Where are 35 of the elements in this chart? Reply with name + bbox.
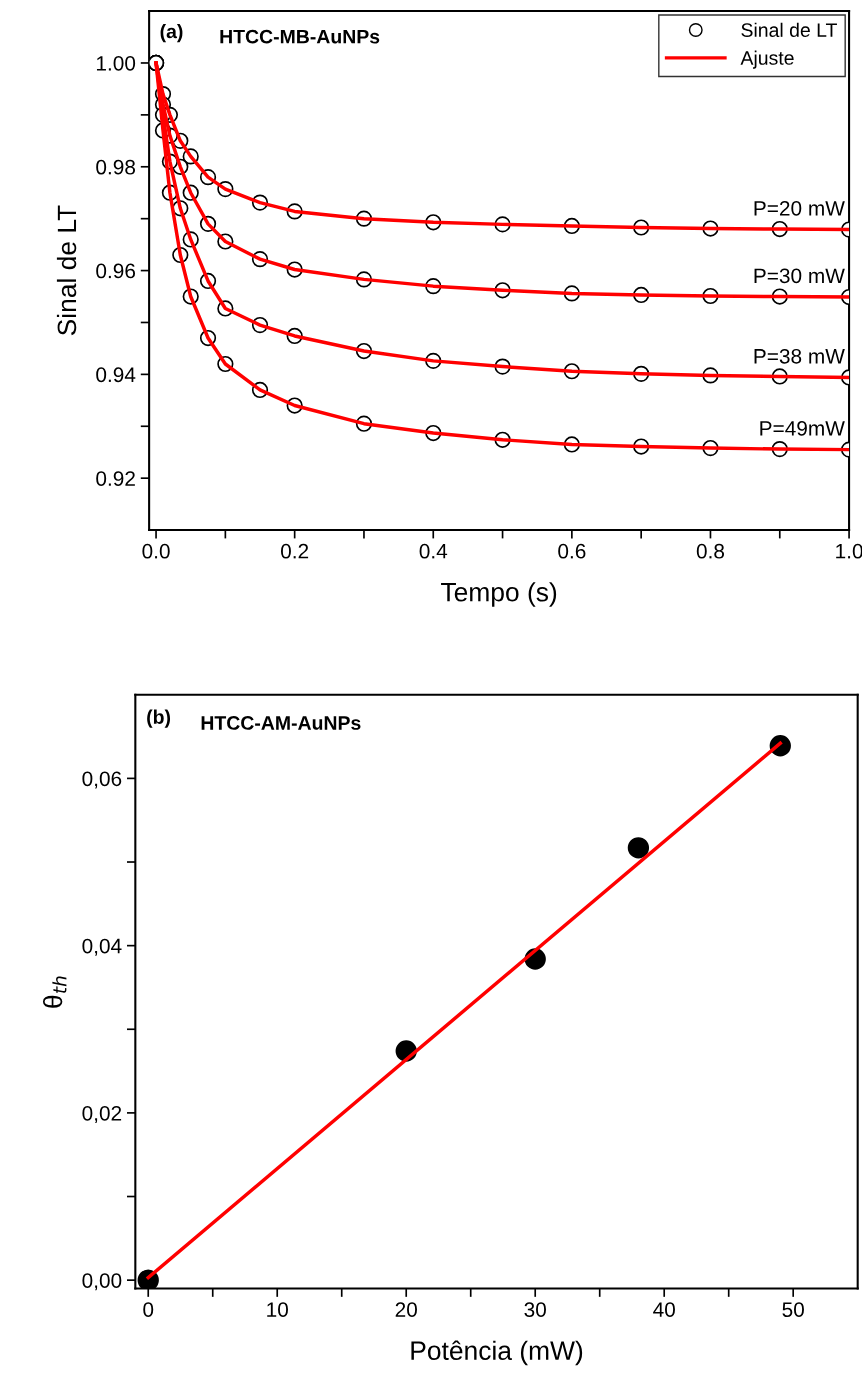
x-tick-label: 40 (653, 1302, 675, 1317)
text: HTCC-AM-AuNPs (201, 716, 361, 730)
annotation: P=20 mW (754, 200, 845, 216)
y-tick-label: 0.92 (96, 471, 135, 486)
x-tick-label: 10 (267, 1302, 288, 1317)
legend-label: Sinal de LT (741, 22, 837, 38)
x-tick-label: 30 (524, 1302, 546, 1317)
x-tick-label: 0.8 (696, 543, 725, 559)
y-tick-label: 1.00 (96, 55, 136, 71)
annotation: P=38 mW (754, 348, 845, 364)
x-tick-label: 0 (143, 1302, 154, 1317)
y-tick-label: 0.94 (96, 367, 136, 383)
y-tick-label: 0,04 (82, 938, 122, 956)
annotation: (b) (147, 709, 171, 728)
x-tick-label: 0.6 (558, 543, 586, 559)
x-tick-label: 50 (782, 1302, 804, 1317)
x-tick-label: 20 (395, 1302, 417, 1317)
y-tick-label: 0,02 (82, 1105, 122, 1124)
x-axis-title: Tempo (s) (441, 582, 557, 607)
text: HTCC-MB-AuNPs (220, 29, 380, 44)
y-tick-label: 0.98 (96, 159, 136, 175)
y-tick-label: 0.96 (96, 263, 136, 279)
y-tick-label: 0,06 (82, 771, 122, 789)
x-tick-label: 1.0 (836, 543, 862, 559)
x-tick-label: 0.0 (142, 543, 170, 559)
x-axis-title: Potência (mW) (411, 1340, 583, 1366)
annotation: P=30 mW (754, 268, 845, 284)
y-axis-title: Sinal de LT (56, 205, 77, 336)
x-tick-label: 0.4 (419, 543, 448, 559)
y-tick-label: 0,00 (82, 1273, 122, 1291)
annotation: (a) (160, 24, 183, 43)
legend-label: Ajuste (740, 50, 794, 69)
annotation: P=49mW (760, 421, 845, 436)
y-axis-title: θ$_{th}$ (42, 976, 67, 1008)
x-tick-label: 0.2 (280, 543, 309, 559)
